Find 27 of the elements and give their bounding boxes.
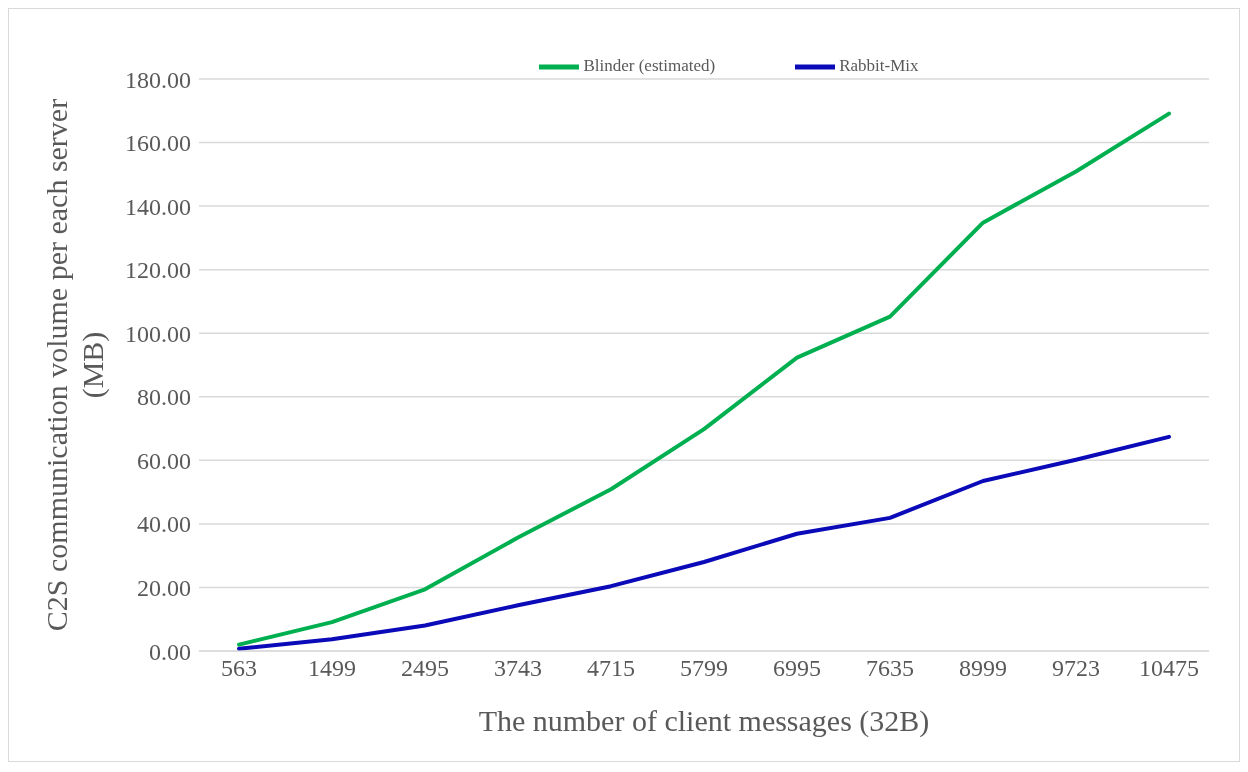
x-tick-label: 2495 bbox=[401, 655, 449, 682]
y-tick-label: 180.00 bbox=[125, 66, 191, 93]
legend-label: Rabbit-Mix bbox=[839, 55, 919, 75]
x-tick-label: 10475 bbox=[1139, 655, 1199, 682]
x-axis-title: The number of client messages (32B) bbox=[478, 704, 930, 738]
line-series bbox=[237, 434, 1171, 651]
x-tick-label: 1499 bbox=[308, 655, 356, 682]
y-tick-label: 100.00 bbox=[125, 320, 191, 347]
x-tick-label: 9723 bbox=[1052, 655, 1100, 682]
y-tick-label: 160.00 bbox=[125, 130, 191, 157]
line-series bbox=[237, 111, 1171, 647]
x-tick-label: 563 bbox=[221, 655, 257, 682]
x-tick-label: 4715 bbox=[587, 655, 635, 682]
x-tick-label: 5799 bbox=[680, 655, 728, 682]
x-tick-label: 3743 bbox=[494, 655, 542, 682]
x-tick-label: 8999 bbox=[959, 655, 1007, 682]
x-tick-label: 7635 bbox=[866, 655, 914, 682]
y-tick-label: 20.00 bbox=[137, 574, 191, 601]
y-tick-label: 120.00 bbox=[125, 257, 191, 284]
y-tick-label: 60.00 bbox=[137, 447, 191, 474]
y-axis-title: C2S communication volume per each server (MB) bbox=[40, 98, 110, 632]
legend-label: Blinder (estimated) bbox=[583, 55, 716, 75]
y-tick-label: 140.00 bbox=[125, 193, 191, 220]
x-tick-label: 6995 bbox=[773, 655, 821, 682]
y-tick-label: 40.00 bbox=[137, 511, 191, 538]
y-tick-label: 0.00 bbox=[149, 638, 191, 665]
y-tick-label: 80.00 bbox=[137, 384, 191, 411]
